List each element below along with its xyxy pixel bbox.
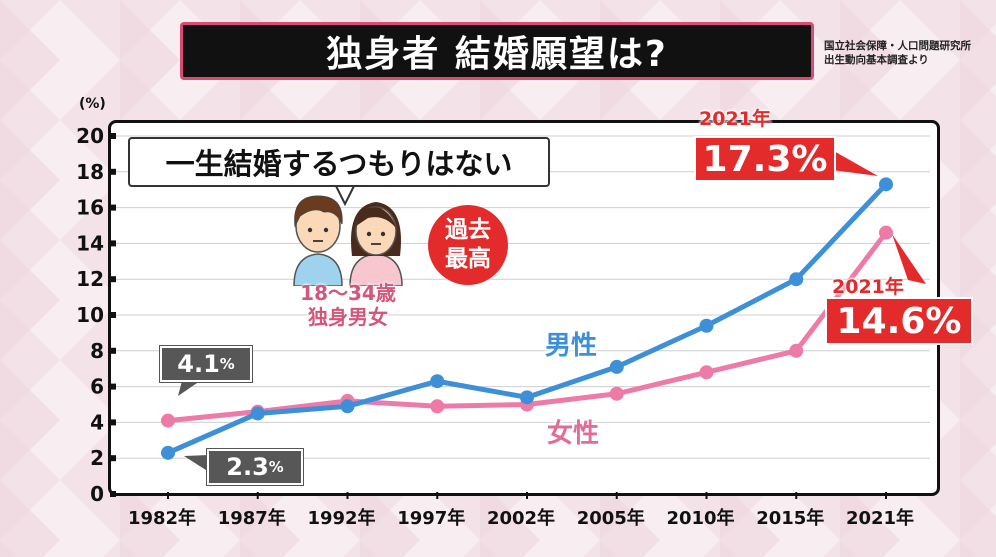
y-tick-label: 0: [90, 482, 104, 506]
female-2021-pointer: [892, 234, 926, 284]
data-point-female: [789, 343, 804, 358]
source-note: 国立社会保障・人口問題研究所 出生動向基本調査より: [824, 39, 994, 67]
callout-female-1982: 4.1%: [160, 346, 252, 382]
callout-female-2021: 14.6%: [825, 297, 973, 345]
x-tick-label: 1982年: [128, 507, 196, 529]
y-tick-label: 6: [90, 375, 104, 399]
y-tick-mark: [110, 383, 116, 390]
source-line-1: 国立社会保障・人口問題研究所: [824, 40, 971, 52]
data-point-male: [609, 359, 624, 374]
male-1982-pointer: [184, 455, 209, 472]
y-tick-label: 12: [76, 267, 104, 291]
people-illustration: [293, 195, 403, 286]
y-tick-mark: [110, 419, 116, 426]
y-tick-label: 20: [76, 124, 104, 148]
age-group-label: 18〜34歳 独身男女: [268, 281, 428, 329]
callout-female-2021-value: 14.6: [836, 300, 926, 342]
callout-female-1982-value: 4.1: [177, 350, 220, 378]
x-tick-label: 1997年: [397, 507, 465, 529]
callout-male-2021: 17.3%: [694, 136, 836, 182]
y-tick-mark: [110, 204, 116, 211]
x-tick-label: 2002年: [487, 507, 555, 529]
data-point-male: [789, 272, 804, 287]
data-point-female: [161, 413, 175, 428]
callout-male-2021-year: 2021年: [699, 108, 771, 130]
data-point-female: [879, 225, 893, 240]
callout-male-1982-unit: %: [268, 458, 284, 476]
callout-male-2021-unit: %: [791, 138, 828, 180]
y-tick-label: 14: [76, 231, 104, 255]
girl-icon: [349, 202, 403, 286]
callout-female-2021-year: 2021年: [832, 276, 904, 298]
x-tick-label: 2021年: [846, 507, 914, 529]
x-tick-label: 2005年: [577, 507, 645, 529]
y-tick-mark: [110, 347, 116, 354]
y-axis-unit: (%): [79, 96, 106, 112]
y-tick-label: 4: [90, 410, 104, 434]
data-point-female: [609, 386, 624, 401]
x-tick-label: 2010年: [666, 507, 734, 529]
male-2021-pointer: [832, 150, 878, 176]
boy-icon: [293, 195, 343, 286]
y-tick-label: 8: [90, 339, 104, 363]
x-tick-label: 2015年: [756, 507, 824, 529]
chart-title: 独身者 結婚願望は?: [180, 22, 814, 80]
data-point-female: [699, 365, 714, 380]
y-tick-mark: [110, 276, 116, 283]
data-point-male: [340, 399, 355, 414]
x-tick-label: 1987年: [218, 507, 286, 529]
data-point-male: [430, 374, 445, 389]
badge-line-2: 最高: [445, 246, 491, 272]
female-1982-pointer: [178, 381, 200, 396]
callout-female-1982-unit: %: [219, 355, 235, 373]
age-range: 18〜34歳: [300, 281, 396, 305]
data-point-male: [879, 177, 893, 192]
callout-male-1982: 2.3%: [207, 449, 303, 485]
callout-male-2021-value: 17.3: [702, 138, 792, 180]
data-point-male: [699, 318, 714, 333]
y-tick-mark: [110, 240, 116, 247]
source-line-2: 出生動向基本調査より: [824, 54, 929, 66]
y-tick-label: 18: [76, 160, 104, 184]
group-label: 独身男女: [308, 305, 388, 329]
data-point-male: [161, 445, 175, 460]
series-label-female: 女性: [547, 419, 600, 449]
y-tick-label: 10: [76, 303, 104, 327]
y-tick-mark: [110, 312, 116, 318]
data-point-male: [520, 390, 534, 405]
x-tick-label: 1992年: [307, 507, 375, 529]
y-tick-mark: [110, 133, 116, 139]
y-tick-label: 16: [76, 196, 104, 220]
record-high-badge: 過去 最高: [428, 205, 508, 285]
y-tick-mark: [110, 455, 116, 462]
badge-line-1: 過去: [445, 217, 491, 243]
callout-male-1982-value: 2.3: [226, 453, 269, 481]
y-tick-mark: [110, 168, 116, 175]
series-label-male: 男性: [545, 331, 598, 361]
data-point-female: [430, 399, 445, 414]
y-tick-label: 2: [90, 446, 104, 470]
callout-female-2021-unit: %: [925, 300, 962, 342]
data-point-male: [250, 406, 265, 421]
y-tick-mark: [110, 491, 116, 497]
headline-callout: 一生結婚するつもりはない: [128, 137, 550, 187]
